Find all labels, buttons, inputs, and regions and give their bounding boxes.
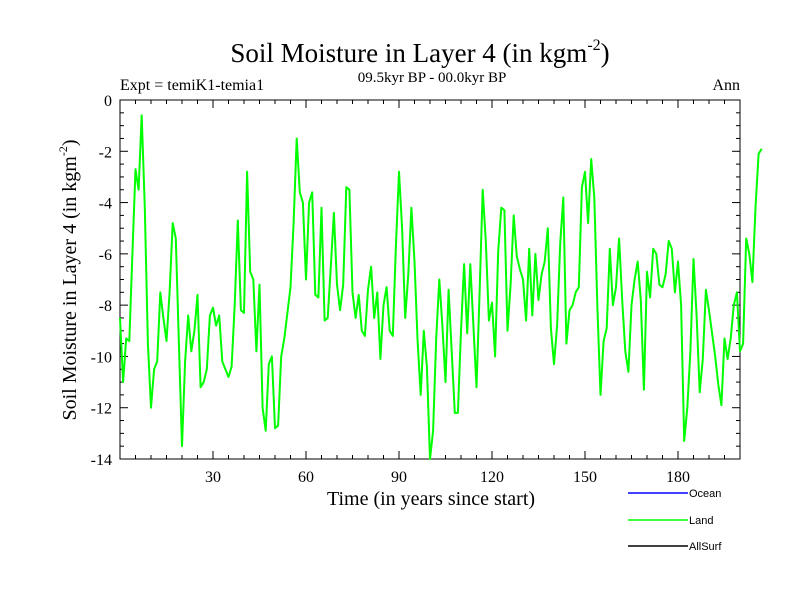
x-axis-ticks: 30 60 90 120 150 180	[135, 100, 725, 486]
y-tick-label-3: -6	[99, 247, 112, 264]
series-line-land	[119, 114, 763, 460]
period-label: Ann	[712, 77, 740, 94]
chart-title-superscript: -2	[587, 37, 600, 54]
y-tick-label-7: -14	[91, 452, 112, 469]
x-tick-label-1: 60	[298, 469, 314, 486]
legend-label-allsurf: AllSurf	[689, 541, 722, 553]
y-axis-label: Soil Moisture in Layer 4 (in kgm-2)	[56, 139, 81, 420]
x-axis-label: Time (in years since start)	[327, 488, 535, 510]
y-tick-label-4: -8	[99, 298, 112, 315]
y-tick-label-1: -2	[99, 144, 112, 161]
legend-label-land: Land	[689, 515, 713, 527]
chart-subtitle: 09.5kyr BP - 00.0kyr BP	[358, 70, 507, 86]
x-tick-label-5: 180	[666, 469, 690, 486]
y-tick-label-0: 0	[104, 93, 112, 110]
series-group	[119, 114, 763, 460]
chart-title: Soil Moisture in Layer 4 (in kgm-2)	[230, 37, 609, 68]
legend: Ocean Land AllSurf	[628, 488, 722, 553]
x-tick-label-2: 90	[391, 469, 407, 486]
expt-label: Expt = temiK1-temia1	[120, 77, 264, 94]
y-tick-label-5: -10	[91, 349, 112, 366]
y-tick-label-2: -4	[99, 196, 112, 213]
y-tick-label-6: -12	[91, 401, 112, 418]
x-tick-label-3: 120	[480, 469, 504, 486]
y-axis-label-superscript: -2	[56, 146, 70, 156]
y-axis-ticks: 0 -2 -4 -6 -8 -10 -12 -14	[91, 93, 740, 469]
legend-label-ocean: Ocean	[689, 488, 721, 500]
x-tick-label-4: 150	[573, 469, 597, 486]
x-tick-label-0: 30	[205, 469, 221, 486]
